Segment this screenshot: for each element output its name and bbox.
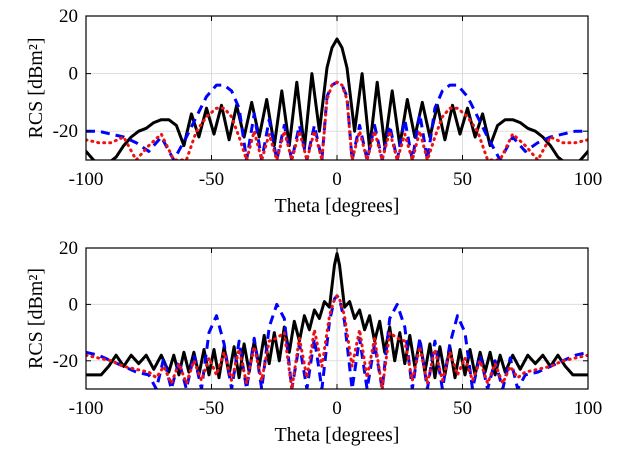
x-tick-label: 0	[332, 398, 342, 419]
x-axis-label: Theta [degrees]	[275, 424, 400, 446]
y-tick-label: 20	[59, 6, 78, 27]
series-line-2	[86, 80, 588, 160]
x-tick-label: -100	[69, 398, 104, 419]
x-tick-label: -50	[199, 398, 224, 419]
plot-area	[86, 252, 588, 389]
y-tick-label: -20	[53, 351, 78, 372]
y-axis-label: RCS [dBm²]	[25, 37, 47, 138]
y-axis-label: RCS [dBm²]	[25, 268, 47, 369]
x-tick-label: 100	[574, 398, 603, 419]
y-tick-label: 0	[69, 64, 79, 85]
x-axis-label: Theta [degrees]	[275, 195, 400, 217]
x-tick-label: 50	[453, 169, 472, 190]
y-tick-label: -20	[53, 121, 78, 142]
x-tick-label: 0	[332, 169, 342, 190]
top-plot: -100 -50 0 50 100 20 0 -20 Theta [degrees] RCS [d…	[25, 6, 602, 217]
x-tick-label: -50	[199, 169, 224, 190]
y-tick-label: 20	[59, 238, 78, 259]
y-tick-label: 0	[69, 294, 79, 315]
series-line-0	[86, 37, 588, 160]
bottom-plot: -100 -50 0 50 100 20 0 -20 Theta [degrees] RCS [d…	[25, 238, 602, 446]
x-tick-label: 50	[453, 398, 472, 419]
x-tick-label: 100	[574, 169, 603, 190]
series-line-2	[86, 294, 588, 389]
x-tick-label: -100	[69, 169, 104, 190]
plot-area	[86, 37, 588, 160]
